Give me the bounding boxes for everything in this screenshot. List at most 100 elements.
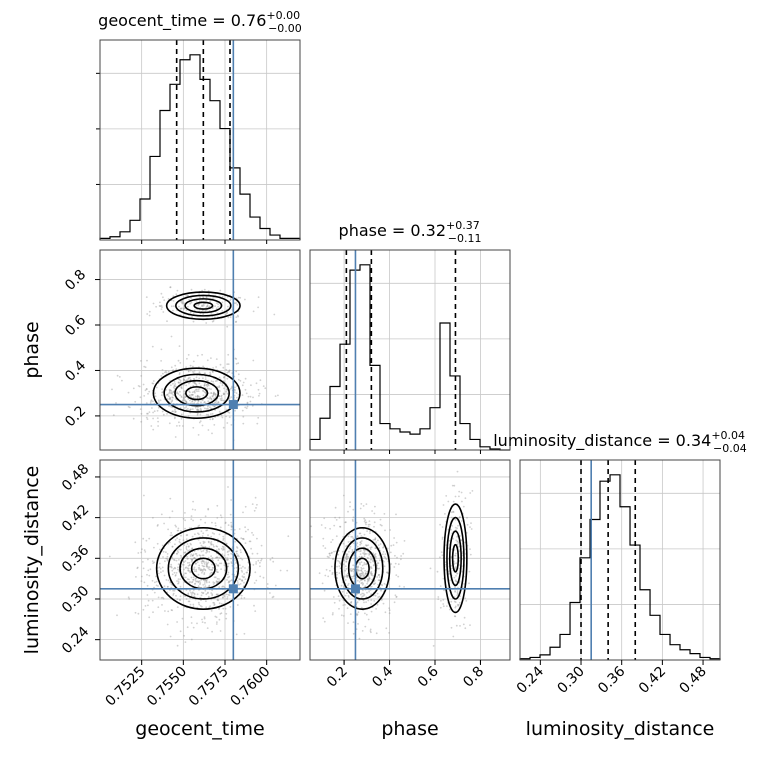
sample-point bbox=[199, 604, 202, 607]
sample-point bbox=[203, 384, 206, 387]
sample-point bbox=[374, 547, 377, 549]
sample-point bbox=[372, 564, 375, 567]
sample-point bbox=[201, 399, 204, 402]
sample-point bbox=[174, 524, 177, 527]
sample-point bbox=[241, 579, 243, 582]
sample-point bbox=[155, 584, 158, 587]
sample-point bbox=[436, 570, 439, 573]
sample-point bbox=[147, 392, 149, 395]
sample-point bbox=[194, 382, 197, 385]
sample-point bbox=[223, 564, 226, 567]
sample-point bbox=[213, 533, 216, 535]
sample-point bbox=[255, 561, 258, 563]
sample-point bbox=[223, 375, 226, 378]
sample-point bbox=[346, 553, 349, 556]
sample-point bbox=[183, 634, 186, 637]
sample-point bbox=[177, 566, 179, 569]
sample-point bbox=[382, 551, 385, 553]
sample-point bbox=[171, 609, 174, 612]
sample-point bbox=[178, 548, 181, 551]
sample-point bbox=[201, 424, 204, 427]
sample-point bbox=[463, 583, 465, 585]
sample-point bbox=[215, 623, 218, 625]
sample-point bbox=[198, 580, 201, 582]
sample-point bbox=[219, 363, 222, 366]
sample-point bbox=[376, 592, 379, 595]
title-minus: −0.00 bbox=[268, 22, 302, 35]
sample-point bbox=[190, 297, 192, 299]
sample-point bbox=[144, 605, 147, 607]
sample-point bbox=[244, 505, 247, 508]
sample-point bbox=[329, 569, 331, 572]
sample-point bbox=[180, 534, 182, 537]
sample-point bbox=[447, 500, 450, 503]
sample-point bbox=[221, 295, 224, 298]
sample-point bbox=[155, 386, 158, 389]
sample-point bbox=[172, 386, 175, 389]
sample-point bbox=[211, 567, 214, 569]
sample-point bbox=[222, 539, 225, 541]
sample-point bbox=[181, 300, 184, 302]
sample-point bbox=[374, 538, 377, 541]
sample-point bbox=[178, 599, 181, 601]
sample-point bbox=[377, 539, 379, 542]
sample-point bbox=[171, 369, 174, 372]
sample-point bbox=[204, 545, 207, 548]
sample-point bbox=[176, 289, 179, 292]
sample-point bbox=[353, 554, 355, 556]
sample-point bbox=[236, 580, 239, 582]
sample-point bbox=[216, 581, 218, 583]
sample-point bbox=[450, 626, 453, 629]
sample-point bbox=[253, 604, 255, 607]
sample-point bbox=[226, 389, 229, 391]
sample-point bbox=[402, 552, 405, 555]
sample-point bbox=[379, 559, 381, 562]
sample-point bbox=[188, 564, 191, 566]
sample-point bbox=[210, 535, 213, 538]
sample-point bbox=[233, 302, 236, 305]
sample-point bbox=[210, 398, 213, 401]
sample-point bbox=[187, 550, 189, 552]
sample-point bbox=[370, 565, 372, 568]
sample-point bbox=[440, 599, 442, 602]
sample-point bbox=[127, 391, 130, 394]
sample-point bbox=[174, 574, 177, 577]
sample-point bbox=[367, 557, 369, 560]
sample-point bbox=[458, 550, 461, 552]
sample-point bbox=[152, 411, 155, 414]
sample-point bbox=[212, 391, 215, 394]
sample-point bbox=[369, 555, 372, 558]
sample-point bbox=[439, 556, 441, 559]
sample-point bbox=[273, 313, 276, 316]
sample-point bbox=[457, 524, 459, 527]
sample-point bbox=[262, 576, 265, 579]
sample-point bbox=[121, 379, 123, 382]
sample-point bbox=[196, 593, 199, 596]
sample-point bbox=[210, 571, 213, 574]
sample-point bbox=[140, 412, 143, 415]
sample-point bbox=[189, 581, 192, 583]
sample-point bbox=[240, 597, 243, 600]
sample-point bbox=[161, 306, 163, 309]
sample-point bbox=[220, 414, 223, 417]
sample-point bbox=[189, 603, 192, 606]
sample-point bbox=[221, 416, 224, 419]
sample-point bbox=[143, 365, 146, 368]
sample-point bbox=[177, 578, 180, 580]
sample-point bbox=[358, 637, 361, 640]
sample-point bbox=[251, 503, 254, 505]
sample-point bbox=[364, 553, 367, 555]
sample-point bbox=[216, 545, 219, 548]
sample-point bbox=[154, 392, 157, 395]
sample-point bbox=[220, 603, 223, 605]
sample-point bbox=[380, 599, 383, 601]
sample-point bbox=[157, 524, 159, 526]
sample-point bbox=[189, 589, 191, 592]
sample-point bbox=[390, 544, 393, 547]
sample-point bbox=[374, 554, 376, 557]
sample-point bbox=[135, 576, 137, 578]
sample-point bbox=[216, 504, 219, 507]
sample-point bbox=[203, 586, 205, 589]
sample-point bbox=[166, 623, 169, 626]
sample-point bbox=[201, 289, 204, 292]
